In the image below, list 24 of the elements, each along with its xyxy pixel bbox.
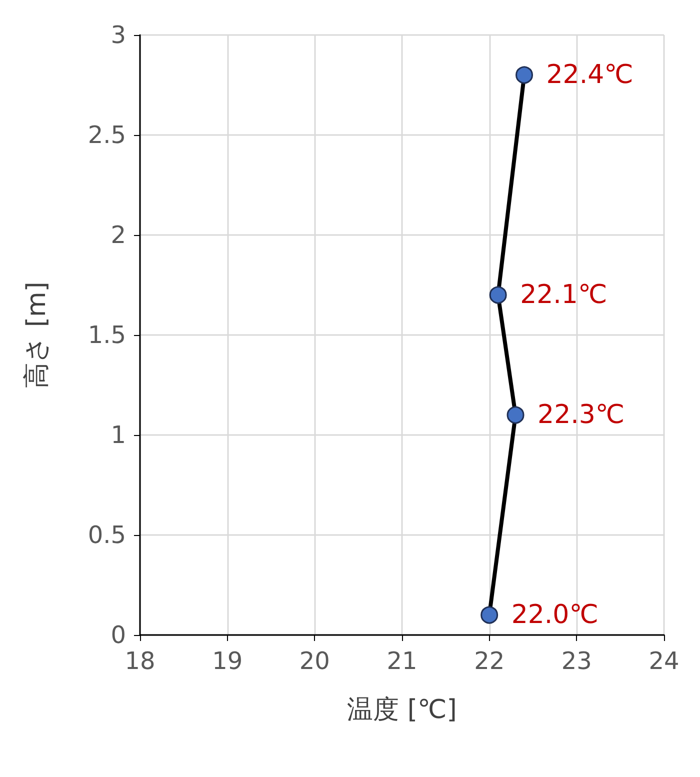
x-tick-label: 18 xyxy=(124,647,156,675)
y-tick-label: 2 xyxy=(110,221,126,249)
point xyxy=(506,406,524,424)
point xyxy=(516,66,534,84)
x-tick-label: 20 xyxy=(299,647,330,675)
x-tick-label: 19 xyxy=(212,647,243,675)
annotation: 22.0℃ xyxy=(511,600,598,630)
x-tick-label: 24 xyxy=(648,647,680,675)
y-tick-label: 0.5 xyxy=(88,521,126,549)
y-tick-label: 2.5 xyxy=(88,121,126,149)
x-tick-label: 21 xyxy=(386,647,418,675)
y-axis-title: 高さ [m] xyxy=(22,282,52,388)
x-tick-label: 23 xyxy=(561,647,592,675)
point xyxy=(489,286,507,304)
x-tick-label: 22 xyxy=(474,647,505,675)
y-tick-label: 1 xyxy=(110,421,126,449)
y-tick-label: 1.5 xyxy=(88,321,126,349)
annotation: 22.3℃ xyxy=(538,400,625,430)
annotation: 22.4℃ xyxy=(546,60,634,90)
annotation: 22.1℃ xyxy=(520,280,608,310)
x-axis-title: 温度 [℃] xyxy=(347,695,457,725)
point xyxy=(480,606,498,624)
y-tick-label: 3 xyxy=(110,21,126,49)
y-tick-label: 0 xyxy=(110,621,126,649)
